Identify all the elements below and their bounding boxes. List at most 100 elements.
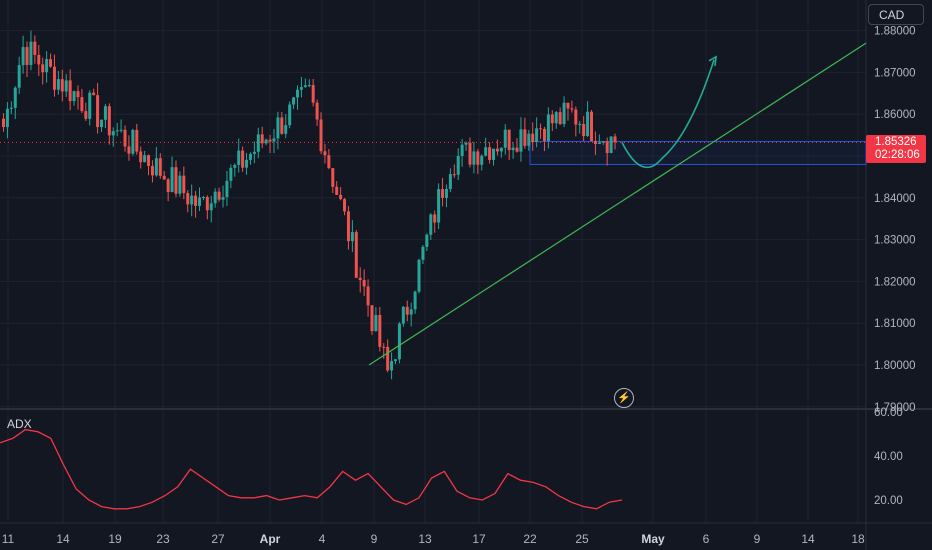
candle-body bbox=[319, 119, 323, 152]
candle-body bbox=[390, 361, 394, 371]
candle-body bbox=[25, 47, 29, 65]
candle-body bbox=[233, 164, 237, 168]
candle-body bbox=[531, 133, 535, 143]
candle-body bbox=[327, 155, 331, 169]
adx-pane: 20.00 40.00 60.00 bbox=[0, 407, 903, 510]
candle-body bbox=[495, 148, 499, 152]
price-tick-label: 1.83000 bbox=[874, 235, 916, 247]
price-axis[interactable]: 1.79000 1.80000 1.81000 1.82000 1.83000 1.840… bbox=[874, 26, 916, 414]
price-tick-label: 1.80000 bbox=[874, 360, 916, 372]
candle-body bbox=[245, 159, 249, 168]
candle-body bbox=[331, 168, 335, 187]
candle-body bbox=[213, 191, 217, 204]
candle-body bbox=[194, 195, 198, 206]
candle-body bbox=[456, 155, 460, 175]
candle-body bbox=[484, 147, 488, 156]
candle-body bbox=[358, 277, 362, 281]
candle-body bbox=[421, 246, 425, 260]
candle-body bbox=[370, 305, 374, 332]
candle-body bbox=[354, 232, 358, 278]
adx-indicator-label[interactable]: ADX bbox=[7, 417, 32, 431]
candle-body bbox=[574, 109, 578, 125]
last-price-value: 1.85326 bbox=[875, 136, 917, 148]
candle-body bbox=[401, 306, 405, 324]
candle-body bbox=[248, 153, 252, 160]
candle-body bbox=[37, 54, 41, 65]
candle-body bbox=[229, 167, 233, 181]
candle-body bbox=[135, 129, 139, 152]
candle-body bbox=[492, 148, 495, 160]
candle-body bbox=[182, 175, 186, 194]
candle-body bbox=[158, 158, 162, 176]
candle-body bbox=[519, 129, 523, 152]
time-tick-label: 9 bbox=[371, 532, 378, 546]
price-tick-label: 1.81000 bbox=[874, 318, 916, 330]
time-tick-label: 9 bbox=[754, 532, 761, 546]
time-axis[interactable]: 11 14 19 23 27 Apr 4 9 13 17 22 25 May 6 9 14 18 bbox=[2, 532, 865, 546]
candle-body bbox=[33, 41, 37, 55]
candle-body bbox=[92, 92, 96, 96]
candle-body bbox=[221, 197, 225, 200]
candle-body bbox=[284, 125, 288, 134]
candle-body bbox=[378, 314, 382, 347]
candle-body bbox=[515, 147, 519, 152]
candle-body bbox=[343, 199, 347, 212]
candles bbox=[2, 30, 617, 380]
candle-body bbox=[609, 136, 613, 153]
candle-body bbox=[162, 175, 166, 180]
candle-body bbox=[139, 151, 143, 163]
candle-body bbox=[299, 87, 303, 90]
candle-body bbox=[405, 306, 409, 315]
candle-body bbox=[264, 139, 268, 144]
time-tick-label: 11 bbox=[2, 532, 15, 546]
candle-body bbox=[64, 80, 68, 92]
candle-body bbox=[131, 129, 135, 154]
support-zone bbox=[529, 140, 867, 165]
candle-body bbox=[441, 189, 445, 198]
candle-body bbox=[562, 102, 566, 125]
candle-body bbox=[56, 79, 60, 90]
candle-body bbox=[413, 291, 417, 310]
candle-body bbox=[535, 128, 539, 143]
candle-body bbox=[339, 194, 343, 200]
time-tick-label: 18 bbox=[851, 532, 865, 546]
candle-body bbox=[527, 133, 531, 146]
candle-body bbox=[276, 117, 280, 139]
candle-body bbox=[49, 59, 53, 67]
price-tick-label: 1.79000 bbox=[874, 402, 916, 414]
candle-body bbox=[292, 97, 296, 105]
candle-body bbox=[241, 150, 245, 168]
currency-selector[interactable]: CAD bbox=[868, 4, 924, 25]
candle-body bbox=[429, 214, 433, 235]
candle-body bbox=[468, 142, 472, 165]
candle-body bbox=[5, 108, 9, 128]
candle-body bbox=[417, 259, 421, 292]
candle-body bbox=[480, 155, 484, 165]
candle-body bbox=[209, 203, 213, 211]
candle-body bbox=[166, 179, 170, 192]
time-tick-label: 6 bbox=[703, 532, 710, 546]
adx-tick-label: 60.00 bbox=[874, 407, 903, 419]
candle-body bbox=[170, 167, 174, 192]
lightning-icon[interactable]: ⚡ bbox=[614, 388, 634, 408]
candle-body bbox=[366, 286, 370, 306]
price-tick-label: 1.87000 bbox=[874, 67, 916, 79]
candle-body bbox=[582, 124, 586, 137]
candle-body bbox=[425, 234, 429, 247]
candle-body bbox=[260, 134, 264, 144]
candle-body bbox=[107, 106, 111, 136]
candle-body bbox=[550, 114, 554, 124]
candle-body bbox=[307, 85, 311, 87]
adx-tick-label: 40.00 bbox=[874, 451, 903, 463]
adx-line bbox=[0, 428, 623, 510]
candle-body bbox=[280, 117, 284, 134]
candle-body bbox=[68, 80, 72, 102]
time-tick-label: 14 bbox=[801, 532, 815, 546]
candle-body bbox=[546, 114, 550, 142]
candle-body bbox=[433, 214, 437, 223]
candle-body bbox=[186, 193, 190, 205]
candle-body bbox=[174, 167, 178, 194]
candle-body bbox=[60, 79, 64, 92]
